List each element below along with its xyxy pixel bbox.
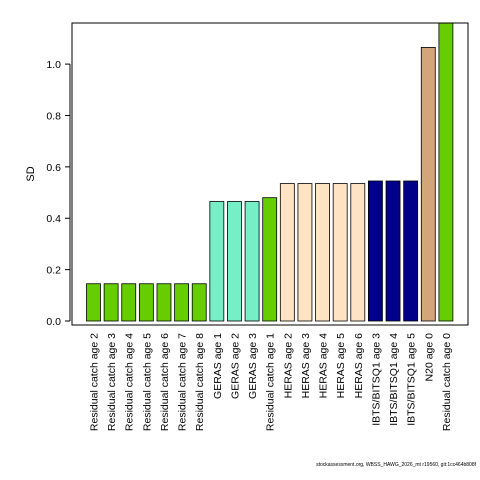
y-tick-label: 0.6: [46, 162, 61, 174]
x-tick-label: N20 age 0: [423, 333, 435, 382]
bar: [350, 183, 366, 322]
bar: [279, 183, 295, 322]
y-tick-label: 0.8: [46, 110, 61, 122]
y-tick-label: 0.2: [46, 265, 61, 277]
plot-frame: [71, 22, 469, 326]
bar: [385, 180, 401, 322]
x-tick-label: IBTS/BITSQ1 age 4: [388, 333, 400, 426]
x-tick-label: Residual catch age 6: [159, 333, 171, 431]
y-tick-label: 0.4: [46, 213, 61, 225]
footer-credit: stockassessment.org, WBSS_HAWG_2026_mt r…: [316, 462, 477, 468]
x-tick-label: HERAS age 3: [300, 333, 312, 399]
x-tick-label: Residual catch age 4: [124, 333, 136, 431]
y-axis: 0.0 0.2 0.4 0.6 0.8 1.0: [46, 59, 71, 328]
x-tick-label: Residual catch age 1: [265, 333, 277, 431]
x-tick-label: HERAS age 2: [282, 333, 294, 399]
bar: [420, 47, 436, 322]
bar: [156, 283, 172, 322]
x-tick-label: Residual catch age 5: [141, 333, 153, 431]
x-tick-label: GERAS age 3: [247, 333, 259, 399]
x-tick-label: Residual catch age 3: [106, 333, 118, 431]
x-tick-label: Residual catch age 8: [194, 333, 206, 431]
bar: [297, 183, 313, 322]
y-tick-label: 0.0: [46, 316, 61, 328]
x-tick-label: GERAS age 1: [212, 333, 224, 399]
bar: [332, 183, 348, 322]
x-tick-label: IBTS/BITSQ1 age 3: [370, 333, 382, 426]
bar: [86, 283, 101, 322]
x-tick-label: HERAS age 4: [318, 333, 330, 399]
x-tick-label: Residual catch age 0: [441, 333, 453, 431]
bar: [138, 283, 154, 322]
y-axis-title: SD: [25, 166, 37, 181]
x-tick-label: HERAS age 6: [353, 333, 365, 399]
bar: [438, 22, 454, 322]
bar: [403, 180, 419, 322]
x-tick-label: Residual catch age 2: [89, 333, 101, 431]
y-tick-label: 1.0: [46, 59, 61, 71]
x-axis-labels: Residual catch age 2 Residual catch age 3…: [89, 333, 453, 431]
x-tick-label: GERAS age 2: [229, 333, 241, 399]
bar: [227, 201, 242, 322]
bar: [262, 197, 278, 322]
bar: [174, 283, 190, 322]
bar: [191, 283, 207, 322]
bar: [244, 201, 260, 322]
bars-group: [86, 22, 454, 322]
bar: [368, 180, 383, 322]
bar: [209, 201, 225, 322]
x-tick-label: IBTS/BITSQ1 age 5: [406, 333, 418, 426]
bar: [121, 283, 137, 322]
x-tick-label: Residual catch age 7: [177, 333, 189, 431]
x-tick-label: HERAS age 5: [335, 333, 347, 399]
bar: [103, 283, 119, 322]
bar: [315, 183, 330, 322]
